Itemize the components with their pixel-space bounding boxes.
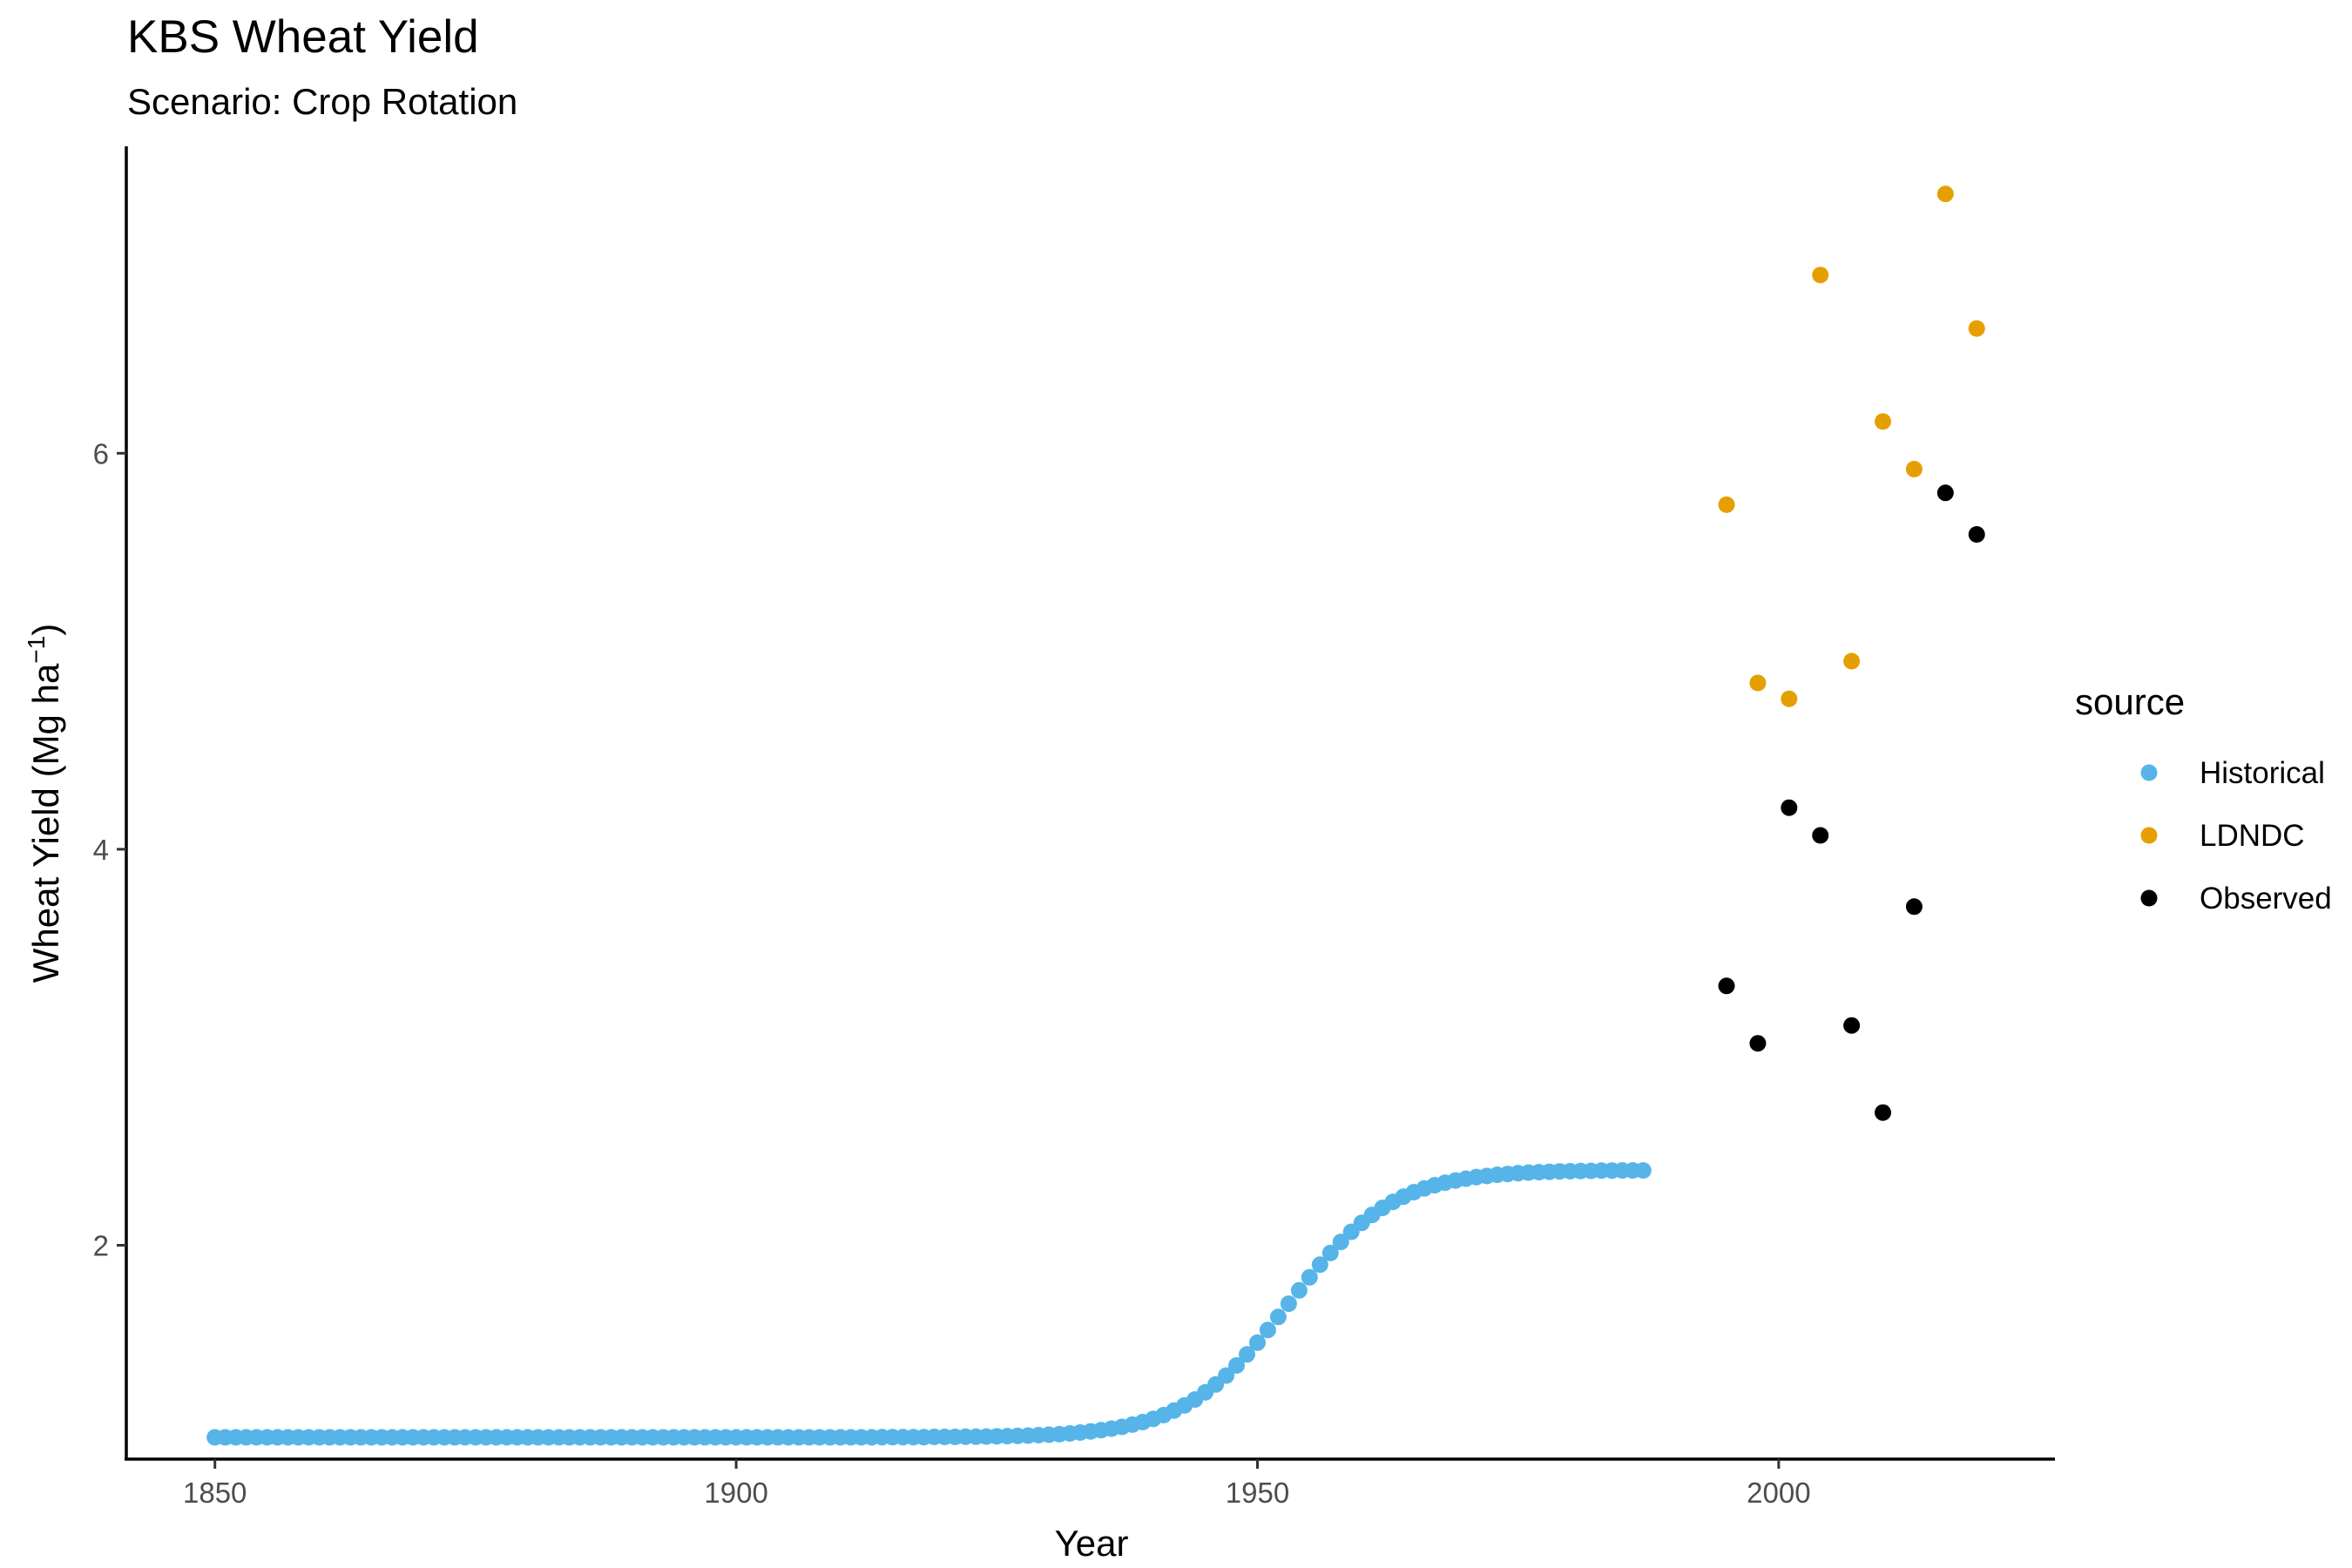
legend-key-observed <box>2140 889 2158 907</box>
legend-key-historical <box>2140 764 2158 781</box>
historical-point <box>1249 1334 1266 1351</box>
observed-point <box>1718 977 1735 995</box>
observed-point <box>1843 1017 1861 1034</box>
observed-point <box>1968 526 1985 543</box>
observed-point <box>1781 799 1798 816</box>
observed-point <box>1875 1104 1891 1121</box>
y-axis-title: Wheat Yield (Mg ha−1) <box>23 624 66 983</box>
y-axis-ticks: 2 4 6 <box>93 437 126 1262</box>
y-tick-label: 6 <box>93 437 109 470</box>
legend: source Historical LDNDC Observed <box>2075 681 2332 916</box>
ldndc-point <box>1936 186 1954 203</box>
y-tick-label: 4 <box>93 834 109 866</box>
chart-subtitle: Scenario: Crop Rotation <box>127 81 517 122</box>
historical-point <box>1280 1295 1297 1313</box>
historical-point <box>1311 1256 1328 1274</box>
legend-label-ldndc: LDNDC <box>2200 819 2305 853</box>
observed-point <box>1905 898 1923 916</box>
x-axis-ticks: 1850 1900 1950 2000 <box>183 1459 1811 1509</box>
legend-label-historical: Historical <box>2200 756 2325 790</box>
observed-point <box>1812 827 1829 844</box>
ldndc-point <box>1781 690 1798 707</box>
historical-point <box>1259 1321 1276 1339</box>
chart-title: KBS Wheat Yield <box>127 11 479 63</box>
x-tick-label: 2000 <box>1747 1477 1810 1509</box>
ldndc-point <box>1812 267 1829 284</box>
ldndc-point <box>1875 413 1891 430</box>
historical-point <box>1239 1346 1255 1363</box>
x-tick-label: 1950 <box>1226 1477 1289 1509</box>
x-tick-label: 1900 <box>704 1477 767 1509</box>
legend-item-historical: Historical <box>2140 756 2325 790</box>
observed-point <box>1749 1035 1767 1052</box>
y-axis-title-text: Wheat Yield (Mg ha <box>25 663 66 983</box>
y-axis-title-close: ) <box>25 624 66 636</box>
y-tick-label: 2 <box>93 1230 109 1262</box>
ldndc-point <box>1749 674 1767 692</box>
observed-point <box>1936 484 1954 502</box>
legend-item-observed: Observed <box>2140 882 2332 916</box>
legend-item-ldndc: LDNDC <box>2140 819 2305 853</box>
x-axis-title: Year <box>1055 1523 1129 1564</box>
legend-key-ldndc <box>2140 827 2158 844</box>
historical-point <box>1228 1357 1245 1374</box>
historical-point <box>1332 1233 1349 1251</box>
historical-point <box>1218 1367 1235 1384</box>
ldndc-point <box>1968 320 1985 337</box>
historical-point <box>1634 1162 1652 1179</box>
ldndc-point <box>1905 461 1923 477</box>
legend-label-observed: Observed <box>2200 882 2332 916</box>
historical-point <box>1301 1268 1318 1286</box>
historical-point <box>1321 1244 1339 1261</box>
historical-point <box>1269 1308 1287 1326</box>
ldndc-point <box>1718 496 1735 513</box>
historical-point <box>1290 1281 1308 1299</box>
legend-title: source <box>2075 681 2185 722</box>
x-tick-label: 1850 <box>183 1477 247 1509</box>
ldndc-point <box>1843 652 1861 670</box>
y-axis-title-superscript: −1 <box>23 636 50 664</box>
data-points <box>206 186 1985 1446</box>
